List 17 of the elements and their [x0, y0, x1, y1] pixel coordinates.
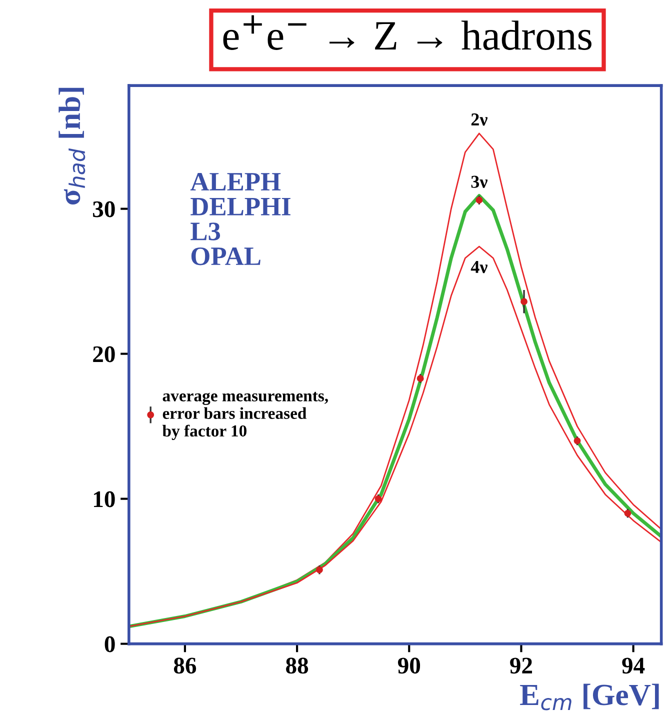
series-label: 2ν [471, 113, 488, 126]
y-axis-title: σ$_{had}$ [nb] [58, 88, 86, 204]
y-tick-label: 10 [94, 491, 115, 508]
chart-title: e$^{+}$e$^{−}$ → Z → hadrons [223, 15, 592, 50]
y-tick-label: 20 [93, 346, 115, 362]
series-label: 4ν [470, 261, 488, 274]
y-tick-label: 0 [104, 636, 115, 652]
y-tick-label: 30 [93, 201, 115, 218]
x-tick-label: 90 [398, 658, 420, 674]
x-tick-label: 86 [174, 658, 196, 674]
x-tick-label: 92 [510, 658, 532, 674]
series-label: 3ν [471, 176, 488, 188]
x-tick-label: 88 [286, 658, 308, 674]
legend-label: average measurements, error bars increased by factor 10 [162, 392, 328, 440]
x-axis-title: E$_{cm}$ [GeV] [520, 684, 659, 710]
x-tick-label: 94 [622, 658, 645, 674]
annotation: ALEPH DELPHI L3 OPAL [190, 172, 290, 266]
